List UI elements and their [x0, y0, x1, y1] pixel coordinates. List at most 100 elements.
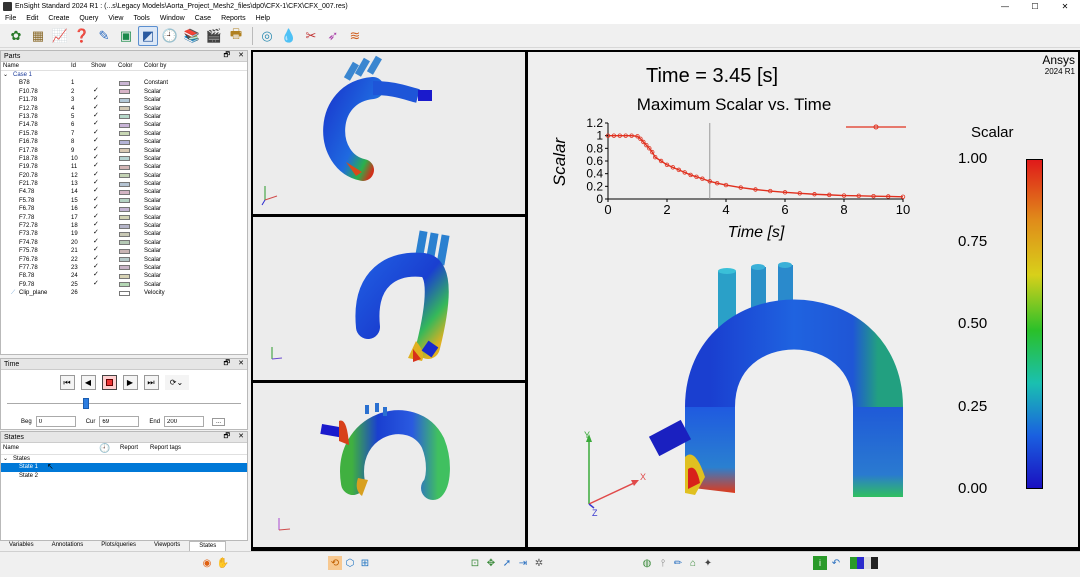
col-color-by[interactable]: Color by [144, 63, 167, 69]
undo-icon[interactable]: ↶ [831, 557, 841, 569]
color-swatch[interactable] [119, 131, 130, 137]
rotate-icon[interactable]: ⟲ [328, 556, 342, 570]
color-swatch[interactable] [119, 89, 130, 95]
table-row[interactable]: F4.78 14 ✓ Scalar [1, 187, 247, 196]
hand-icon[interactable]: ✋ [216, 557, 230, 569]
color-swatch[interactable] [119, 80, 130, 86]
color-swatch[interactable] [119, 231, 130, 237]
book-icon[interactable]: 📚 [183, 27, 201, 43]
tab-variables[interactable]: Variables [9, 542, 34, 548]
close-button[interactable]: ✕ [1061, 1, 1069, 11]
table-row[interactable]: F74.78 20 ✓ Scalar [1, 237, 247, 247]
color-swatch[interactable] [119, 164, 130, 170]
beg-input[interactable] [35, 416, 76, 427]
play-reverse-icon[interactable]: ◀ [80, 375, 96, 390]
table-row[interactable]: F5.78 15 ✓ Scalar [1, 195, 247, 205]
states-group-row[interactable]: ⌄ States [1, 455, 247, 463]
record-icon[interactable]: ◉ [202, 557, 212, 569]
arrow-icon[interactable]: ➚ [502, 557, 512, 569]
table-row[interactable]: F7.78 17 ✓ Scalar [1, 212, 247, 222]
show-checkbox[interactable]: ✓ [93, 187, 99, 195]
menu-case[interactable]: Case [194, 14, 212, 22]
table-row[interactable]: F73.78 19 ✓ Scalar [1, 229, 247, 238]
show-checkbox[interactable]: ✓ [93, 237, 99, 245]
show-checkbox[interactable]: ✓ [93, 120, 99, 128]
isosurface-icon[interactable]: ◎ [261, 27, 273, 43]
sparkle-icon[interactable]: ✦ [703, 557, 713, 569]
table-row[interactable]: ⟋ Clip_plane 26 Velocity [1, 289, 247, 297]
menu-edit[interactable]: Edit [26, 14, 39, 22]
table-row[interactable]: F6.78 16 ✓ Scalar [1, 204, 247, 213]
menu-file[interactable]: File [5, 14, 17, 22]
show-checkbox[interactable]: ✓ [93, 212, 99, 220]
tab-viewports[interactable]: Viewports [153, 542, 181, 548]
color-swatch[interactable] [119, 189, 130, 195]
table-row[interactable]: F11.78 3 ✓ Scalar [1, 95, 247, 104]
col-color[interactable]: Color [118, 63, 133, 69]
table-row[interactable]: F20.78 12 ✓ Scalar [1, 171, 247, 180]
clip-icon[interactable]: ✂ [305, 27, 317, 43]
close-icon[interactable]: ✕ [238, 360, 244, 367]
float-icon[interactable]: 🗗 [223, 360, 231, 367]
color-swatch[interactable] [119, 148, 130, 154]
show-checkbox[interactable]: ✓ [93, 204, 99, 212]
color-swatch[interactable] [119, 273, 130, 279]
table-row[interactable]: F19.78 11 ✓ Scalar [1, 162, 247, 171]
loop-icon[interactable]: ⟳⌄ [164, 375, 189, 390]
query-icon[interactable]: ❓ [73, 27, 91, 43]
close-icon[interactable]: ✕ [238, 52, 244, 59]
show-checkbox[interactable]: ✓ [93, 179, 99, 187]
show-checkbox[interactable]: ✓ [93, 254, 99, 262]
printer-icon[interactable]: 🖶 [229, 25, 243, 41]
menu-query[interactable]: Query [79, 14, 99, 22]
col-name[interactable]: Name [3, 63, 20, 69]
viewport-main[interactable]: Ansys 2024 R1 Time = 3.45 [s] Maximum Sc… [527, 51, 1079, 548]
color-swatch[interactable] [119, 240, 130, 246]
col-report-tags[interactable]: Report tags [150, 445, 182, 451]
vector-icon[interactable]: ➶ [327, 27, 339, 43]
table-row[interactable]: F75.78 21 ✓ Scalar [1, 246, 247, 255]
color-swatch[interactable] [119, 139, 130, 145]
viewport-middle-left[interactable] [252, 216, 526, 381]
menu-reports[interactable]: Reports [221, 14, 246, 22]
time-slider[interactable] [7, 398, 241, 409]
show-checkbox[interactable]: ✓ [93, 145, 99, 153]
chevron-down-icon[interactable]: ⌄ [3, 456, 9, 462]
color-swatch[interactable] [119, 215, 130, 221]
show-checkbox[interactable]: ✓ [93, 103, 99, 111]
color-swatch[interactable] [119, 173, 130, 179]
viewport-bottom-left[interactable] [252, 382, 526, 548]
state-row-2[interactable]: State 2 [1, 472, 247, 480]
table-row[interactable]: F18.78 10 ✓ Scalar [1, 154, 247, 163]
fit-icon[interactable]: ⊞ [360, 557, 370, 569]
streamline-icon[interactable]: ≋ [349, 27, 361, 43]
visual-icon[interactable]: ◍ [642, 557, 652, 569]
color-swatch[interactable] [119, 122, 130, 128]
close-icon[interactable]: ✕ [238, 433, 244, 440]
table-row[interactable]: F17.78 9 ✓ Scalar [1, 145, 247, 155]
clock-icon[interactable]: 🕘 [161, 27, 179, 43]
table-row[interactable]: F14.78 6 ✓ Scalar [1, 120, 247, 129]
state-row-1[interactable]: State 1 ↖ [1, 462, 247, 472]
max-scalar-chart[interactable]: Maximum Scalar vs. Time 0 2 4 6 8 1000.20.40.… [538, 90, 928, 280]
table-icon[interactable]: ▦ [31, 27, 45, 43]
col-id[interactable]: Id [71, 63, 77, 69]
color-swatch[interactable] [119, 223, 130, 229]
plot-icon[interactable]: 📈 [51, 27, 69, 43]
color-swatch[interactable] [119, 156, 130, 162]
table-row[interactable]: F77.78 23 ✓ Scalar [1, 263, 247, 272]
color-swatch[interactable] [119, 257, 130, 263]
table-row[interactable]: F72.78 18 ✓ Scalar [1, 221, 247, 230]
viewport-top-left[interactable] [252, 51, 526, 215]
show-checkbox[interactable]: ✓ [93, 229, 99, 237]
table-row[interactable]: F16.78 8 ✓ Scalar [1, 137, 247, 146]
palette-icon[interactable] [849, 556, 879, 570]
selection-icon[interactable]: ◩ [138, 25, 158, 46]
annotation-icon[interactable]: ✎ [98, 27, 110, 43]
show-checkbox[interactable]: ✓ [93, 195, 99, 203]
show-checkbox[interactable]: ✓ [93, 128, 99, 136]
show-checkbox[interactable]: ✓ [93, 271, 99, 279]
filter-icon[interactable]: ⫯ [660, 557, 666, 569]
color-swatch[interactable] [119, 265, 130, 271]
show-checkbox[interactable]: ✓ [93, 137, 99, 145]
